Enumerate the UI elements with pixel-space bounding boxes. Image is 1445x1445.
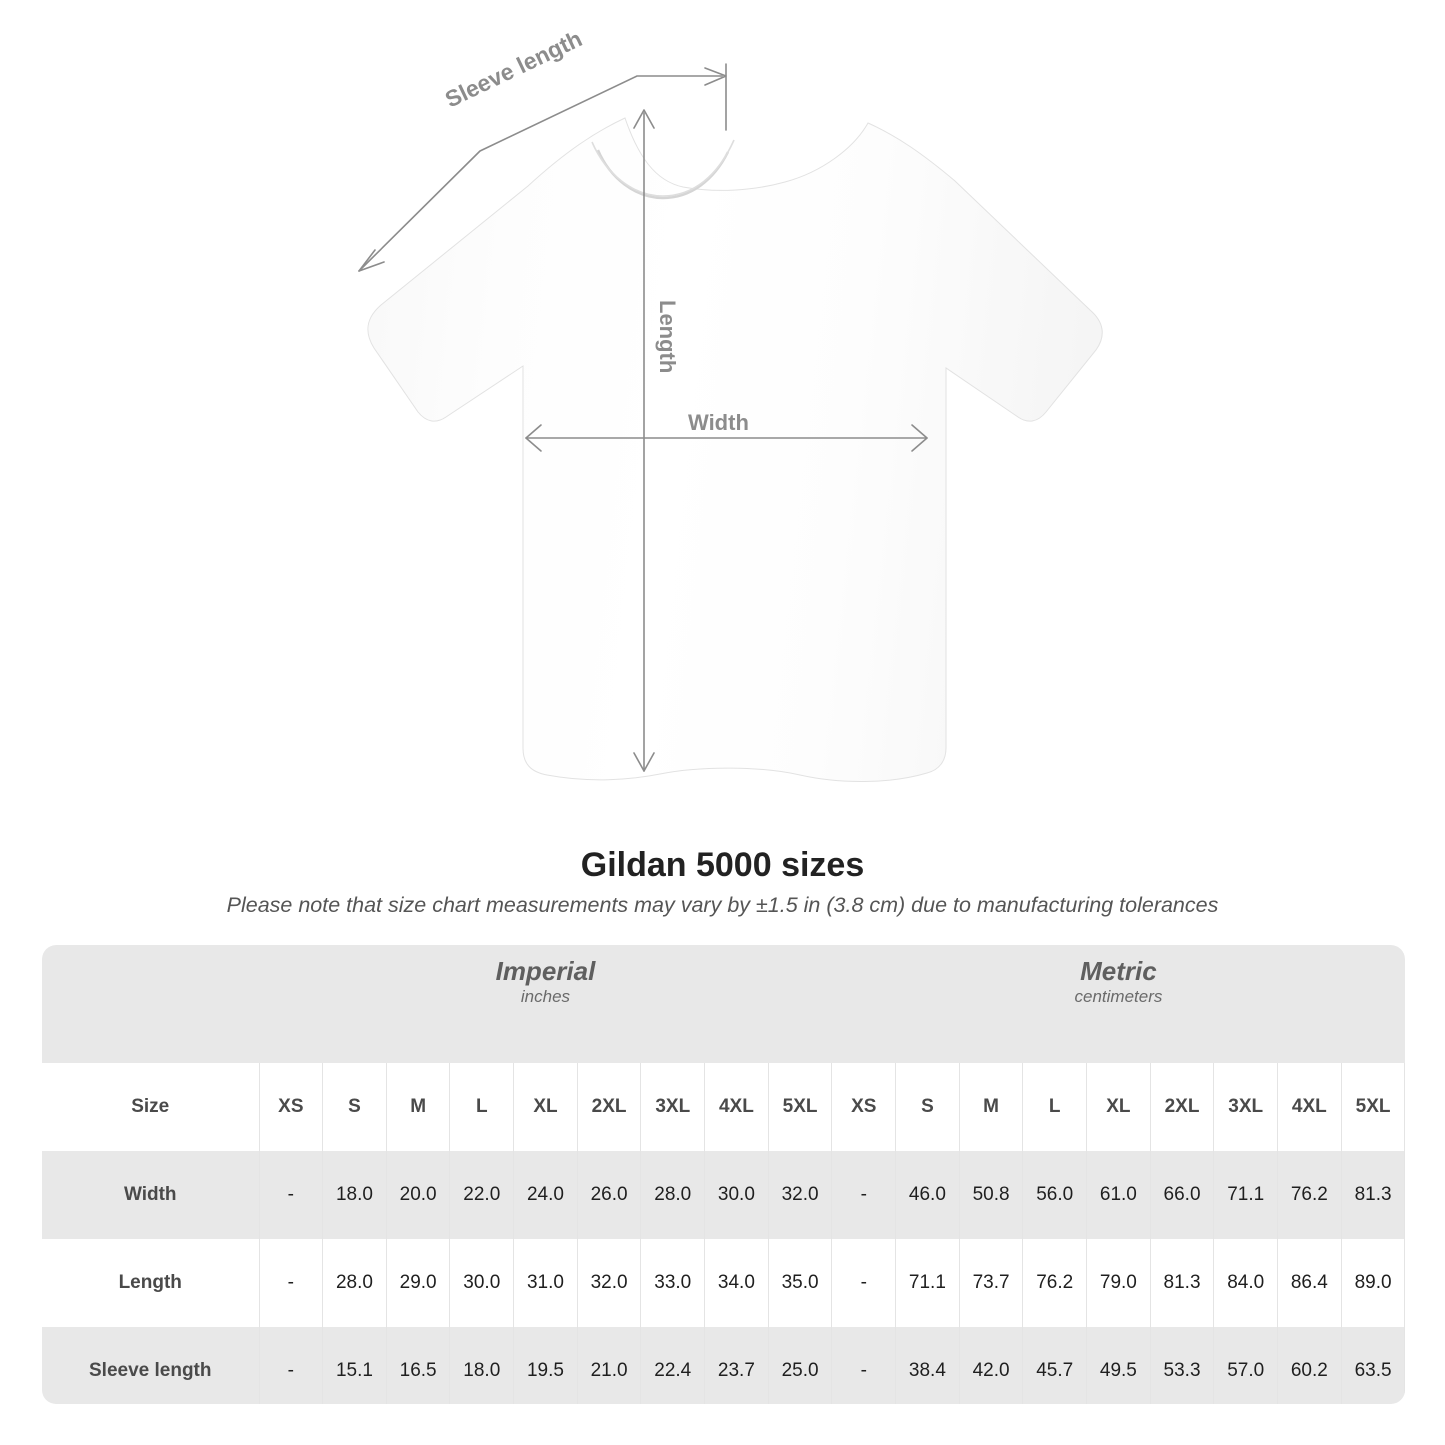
svg-text:Sleeve length: Sleeve length bbox=[441, 25, 586, 112]
svg-text:Length: Length bbox=[655, 300, 680, 373]
svg-text:Width: Width bbox=[688, 410, 749, 435]
